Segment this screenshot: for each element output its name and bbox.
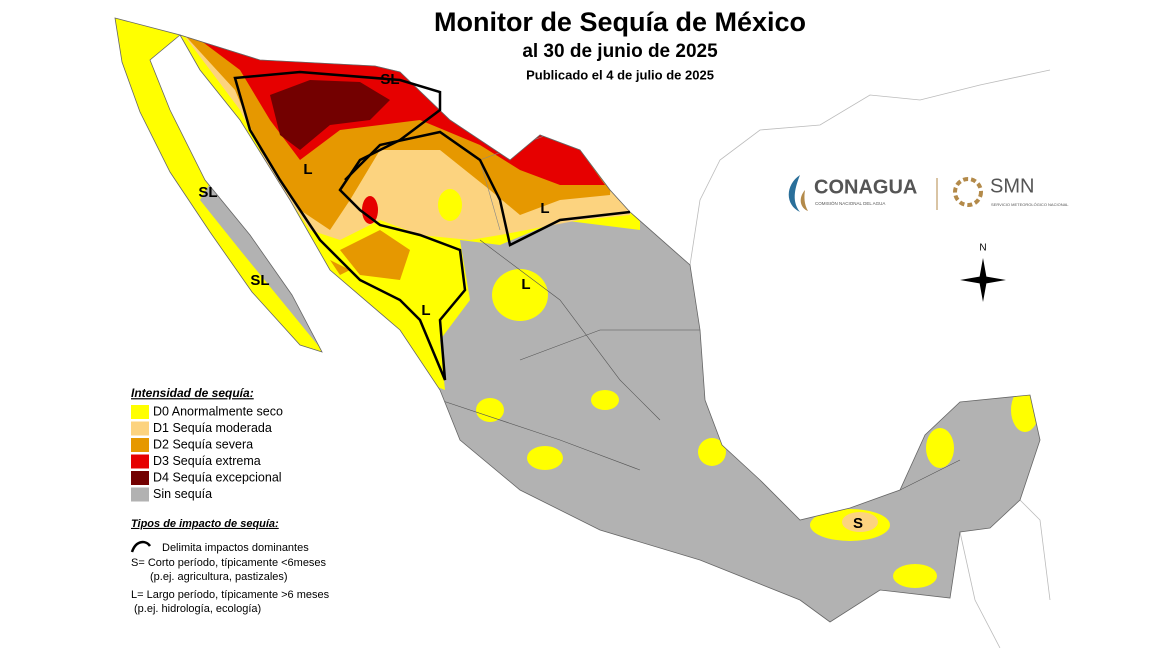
impact-lines: [233, 70, 631, 381]
legend-label: D0 Anormalmente seco: [153, 404, 283, 418]
d3-area: [180, 25, 605, 185]
mexico-outline: [114, 17, 1041, 623]
impact-line: [344, 130, 631, 247]
legend-label: Sin sequía: [153, 487, 212, 501]
logo-text: SMN: [990, 175, 1034, 197]
d1-area: [842, 512, 878, 532]
legend-label: D4 Sequía excepcional: [153, 470, 282, 484]
impact-line-symbol: [130, 540, 152, 553]
impact-text: Delimita impactos dominantes: [162, 542, 309, 554]
title: Monitor de Sequía de México: [434, 7, 806, 37]
legend-swatch: [131, 454, 149, 469]
d0-area: [492, 269, 548, 321]
impact-line: [233, 70, 467, 381]
map-label: SL: [380, 71, 399, 88]
d0-area: [698, 438, 726, 466]
compass: N: [960, 243, 1006, 302]
logo-subtext: COMISIÓN NACIONAL DEL AGUA: [815, 200, 885, 206]
d4-area: [270, 80, 390, 150]
compass-rose: [960, 258, 1006, 302]
map-label: L: [303, 161, 312, 178]
d0-area: [476, 398, 504, 422]
logo-subtext: SERVICIO METEOROLÓGICO NACIONAL: [991, 202, 1069, 207]
subtitle: al 30 de junio de 2025: [522, 41, 718, 62]
d0-area: [591, 390, 619, 410]
legend-swatch: [131, 487, 149, 502]
conagua-logo: CONAGUA COMISIÓN NACIONAL DEL AGUA SMN S…: [788, 175, 1069, 212]
legend-swatch: [131, 405, 149, 419]
map-label: S: [853, 515, 863, 532]
impact-text: (p.ej. hidrología, ecología): [134, 603, 261, 615]
d0-area: [1011, 388, 1039, 432]
legend: D0 Anormalmente seco D1 Sequía moderada D2…: [131, 404, 283, 502]
legend-swatch: [131, 471, 149, 485]
logo-icon: [788, 175, 800, 212]
d0-area: [527, 446, 563, 470]
legend-title: Intensidad de sequía:: [131, 386, 254, 400]
central-america: [959, 499, 1051, 648]
legend-label: D2 Sequía severa: [153, 437, 253, 451]
d0-area: [926, 428, 954, 468]
d0-area: [893, 564, 937, 588]
impact-text: S= Corto período, típicamente <6meses: [131, 557, 327, 569]
map-label: SL: [198, 184, 217, 201]
legend-label: D1 Sequía moderada: [153, 421, 272, 435]
map-label: L: [540, 200, 549, 217]
impact-text: L= Largo período, típicamente >6 meses: [131, 589, 330, 601]
map-label: L: [421, 302, 430, 319]
published-date: Publicado el 4 de julio de 2025: [526, 67, 714, 82]
map-label: SL: [250, 272, 269, 289]
state-border: [439, 239, 961, 491]
legend-label: D3 Sequía extrema: [153, 454, 261, 468]
map-label: L: [521, 276, 530, 293]
d3-area: [362, 196, 378, 224]
legend-swatch: [131, 421, 149, 436]
logo-icon: [953, 177, 983, 207]
compass-label: N: [979, 243, 986, 254]
logo-text: CONAGUA: [814, 176, 917, 198]
legend-swatch: [131, 438, 149, 452]
d2-area: [330, 230, 410, 280]
d0-area: [438, 189, 462, 221]
logo-icon: [800, 190, 808, 211]
impacts-title: Tipos de impacto de sequía:: [131, 518, 279, 530]
impact-text: (p.ej. agricultura, pastizales): [150, 571, 288, 583]
